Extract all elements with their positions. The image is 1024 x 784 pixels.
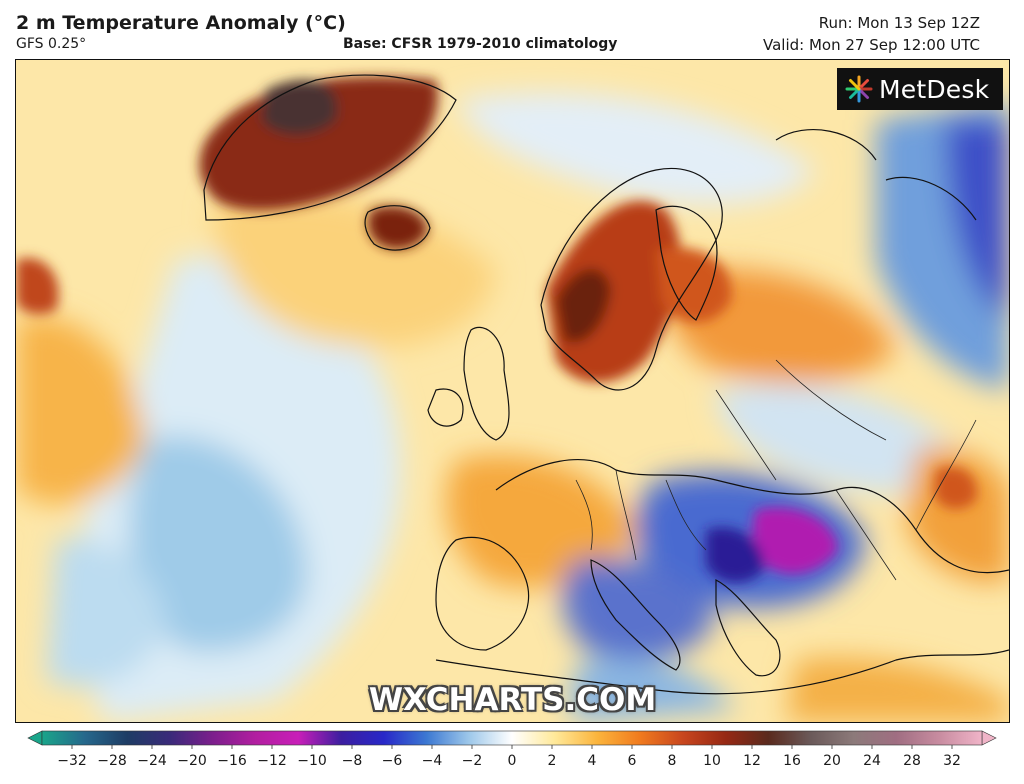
colorbar-segments: [27, 730, 997, 746]
climatology-base-label: Base: CFSR 1979-2010 climatology: [343, 36, 618, 52]
colorbar-tick-label: −20: [177, 753, 207, 769]
coastlines: [203, 74, 1009, 695]
colorbar-tick-label: −10: [297, 753, 327, 769]
colorbar-tick-label: 6: [628, 753, 637, 769]
colorbar-tick-label: −6: [382, 753, 403, 769]
colorbar-tick-label: −2: [462, 753, 483, 769]
colorbar-tick-label: −24: [137, 753, 167, 769]
colorbar-tick-label: 8: [668, 753, 677, 769]
colorbar-tick-label: 28: [903, 753, 921, 769]
anomaly-cores: [16, 76, 977, 583]
colorbar-gradient: [41, 730, 983, 746]
colorbar-tick-label: 24: [863, 753, 881, 769]
anomaly-map: MetDesk WXCHARTS.COM: [15, 59, 1010, 723]
colorbar-tick-label: 10: [703, 753, 721, 769]
valid-time-label: Valid: Mon 27 Sep 12:00 UTC: [763, 36, 980, 54]
colorbar-tick-label: −12: [257, 753, 287, 769]
colorbar-labels: −32 −28 −24 −20 −16 −12 −10 −8 −6 −4 −2 0 2 4 6 8 10 12 16…: [57, 745, 961, 769]
colorbar-tick-label: −8: [342, 753, 363, 769]
chart-title: 2 m Temperature Anomaly (°C): [16, 12, 346, 34]
colorbar-tick-label: −32: [57, 753, 87, 769]
colorbar-tick-label: 20: [823, 753, 841, 769]
colorbar-tick-label: 0: [508, 753, 517, 769]
anomaly-field: [16, 60, 1009, 722]
wxcharts-watermark: WXCHARTS.COM: [368, 682, 657, 718]
model-label: GFS 0.25°: [16, 36, 87, 52]
colorbar-low-arrow: [27, 730, 43, 746]
colorbar-high-arrow: [981, 730, 997, 746]
colorbar: −32 −28 −24 −20 −16 −12 −10 −8 −6 −4 −2 0 2 4 6 8 10 12 16…: [27, 730, 997, 769]
colorbar-tick-label: 4: [588, 753, 597, 769]
colorbar-tick-label: −28: [97, 753, 127, 769]
colorbar-tick-label: −4: [422, 753, 443, 769]
colorbar-tick-label: 2: [548, 753, 557, 769]
metdesk-starburst-icon: [845, 75, 873, 103]
run-time-label: Run: Mon 13 Sep 12Z: [818, 14, 980, 32]
colorbar-tick-label: 32: [943, 753, 961, 769]
metdesk-logo: MetDesk: [837, 68, 1003, 110]
metdesk-wordmark: MetDesk: [879, 74, 990, 104]
colorbar-tick-label: 16: [783, 753, 801, 769]
borders: [575, 359, 977, 581]
colorbar-tick-label: −16: [217, 753, 247, 769]
colorbar-tick-label: 12: [743, 753, 761, 769]
